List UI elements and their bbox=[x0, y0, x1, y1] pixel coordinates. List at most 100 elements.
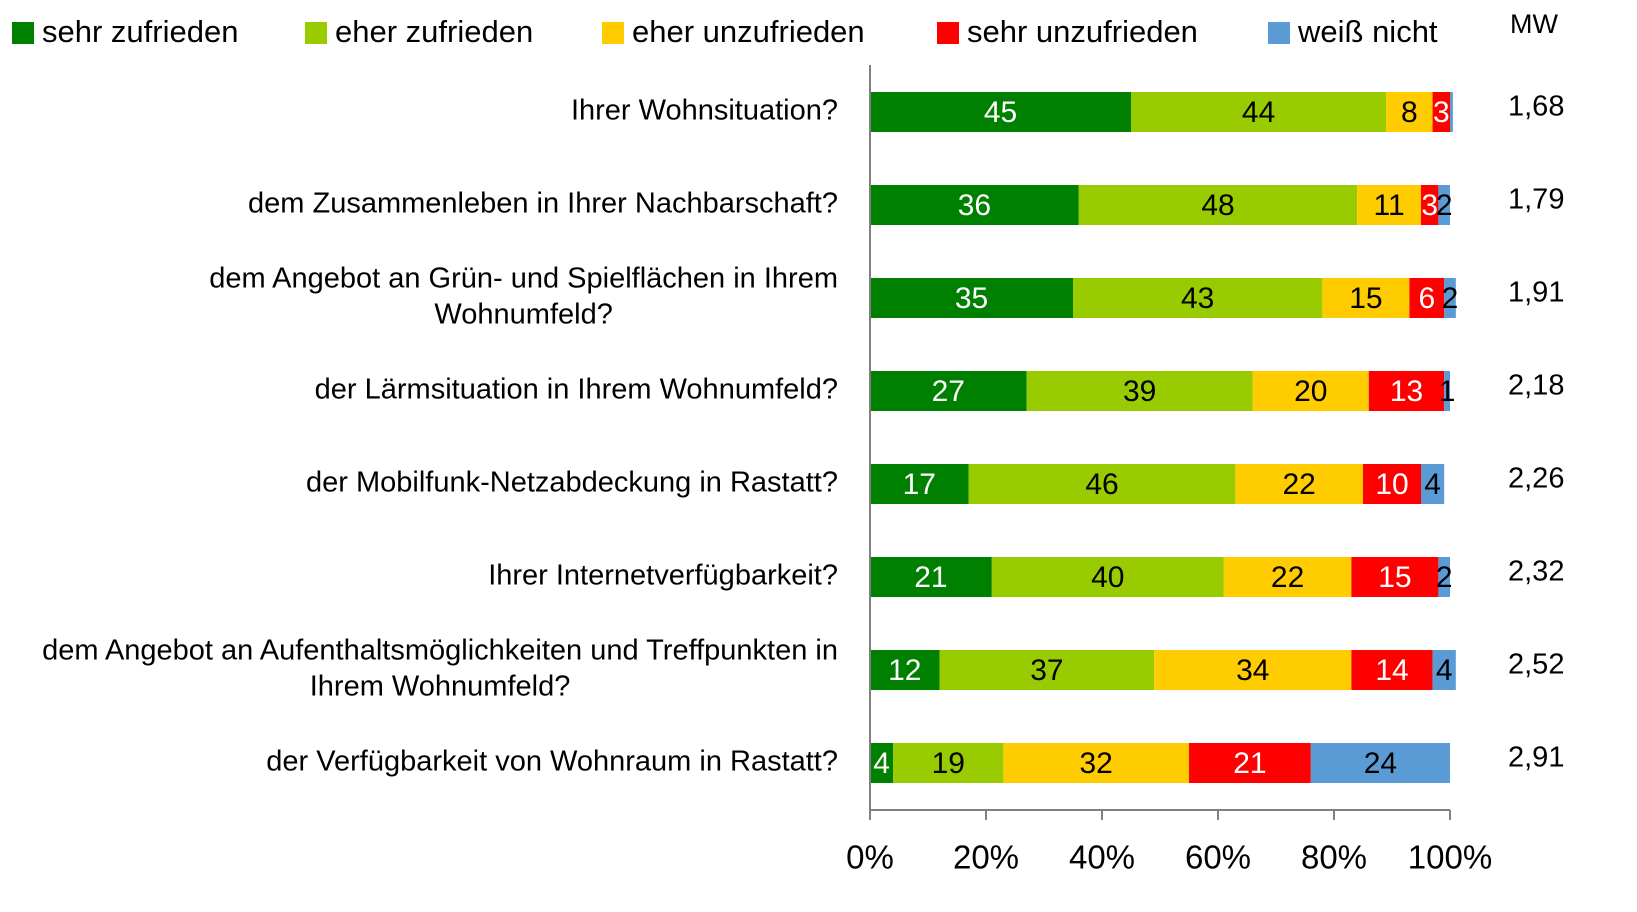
data-label: 20 bbox=[1294, 375, 1327, 408]
data-label: 1 bbox=[1439, 375, 1456, 408]
bar-segment bbox=[870, 650, 940, 690]
bar-segment bbox=[870, 371, 1027, 411]
data-label: 15 bbox=[1378, 561, 1411, 594]
bar-segment bbox=[1223, 557, 1352, 597]
category-label: dem Angebot an Grün- und Spielflächen in… bbox=[209, 263, 838, 295]
bar-segment bbox=[1386, 92, 1433, 132]
bar-segment bbox=[1310, 743, 1450, 783]
data-label: 4 bbox=[1436, 654, 1453, 687]
data-label: 32 bbox=[1080, 747, 1113, 780]
legend-swatch bbox=[1268, 22, 1290, 44]
x-tick-label: 100% bbox=[1408, 839, 1492, 876]
bar-segment bbox=[1438, 185, 1450, 225]
data-label: 6 bbox=[1418, 282, 1435, 315]
data-label: 4 bbox=[1424, 468, 1441, 501]
legend-swatch bbox=[305, 22, 327, 44]
bar-segment bbox=[870, 464, 969, 504]
category-label: Wohnumfeld? bbox=[434, 299, 612, 331]
data-label: 4 bbox=[873, 747, 890, 780]
data-label: 3 bbox=[1421, 189, 1438, 222]
bar-segment bbox=[1235, 464, 1363, 504]
data-label: 11 bbox=[1374, 189, 1405, 222]
data-label: 39 bbox=[1123, 375, 1156, 408]
bar-segment bbox=[1444, 371, 1450, 411]
data-label: 2 bbox=[1436, 561, 1453, 594]
category-label: dem Zusammenleben in Ihrer Nachbarschaft… bbox=[248, 188, 838, 220]
bar-segment bbox=[1351, 650, 1433, 690]
bar-segment bbox=[939, 650, 1155, 690]
category-label: der Verfügbarkeit von Wohnraum in Rastat… bbox=[266, 746, 838, 778]
data-label: 46 bbox=[1085, 468, 1118, 501]
data-label: 36 bbox=[958, 189, 991, 222]
bar-segment bbox=[1363, 464, 1421, 504]
bar-segment bbox=[1421, 464, 1445, 504]
legend-label: sehr unzufrieden bbox=[967, 14, 1198, 49]
data-label: 37 bbox=[1030, 654, 1063, 687]
bar-segment bbox=[968, 464, 1236, 504]
category-label: der Lärmsituation in Ihrem Wohnumfeld? bbox=[315, 374, 838, 406]
x-tick-label: 0% bbox=[846, 839, 894, 876]
mw-value: 2,52 bbox=[1508, 649, 1564, 681]
mw-value: 2,18 bbox=[1508, 370, 1564, 402]
data-label: 21 bbox=[914, 561, 947, 594]
mw-value: 1,91 bbox=[1508, 277, 1564, 309]
legend-swatch bbox=[602, 22, 624, 44]
bar-segment bbox=[1252, 371, 1369, 411]
bar-segment bbox=[1073, 278, 1323, 318]
legend-label: eher unzufrieden bbox=[632, 14, 865, 49]
legend-label: weiß nicht bbox=[1297, 14, 1438, 49]
category-label: der Mobilfunk-Netzabdeckung in Rastatt? bbox=[306, 467, 838, 499]
data-label: 40 bbox=[1091, 561, 1124, 594]
data-label: 2 bbox=[1436, 189, 1453, 222]
mw-value: 2,26 bbox=[1508, 463, 1564, 495]
data-label: 48 bbox=[1201, 189, 1234, 222]
bar-segment bbox=[1154, 650, 1352, 690]
bar-segment bbox=[1003, 743, 1189, 783]
bar-segment bbox=[1409, 278, 1445, 318]
data-label: 8 bbox=[1401, 96, 1418, 129]
data-label: 22 bbox=[1271, 561, 1304, 594]
bar-segment bbox=[1432, 92, 1450, 132]
mw-header: MW bbox=[1510, 9, 1558, 39]
data-label: 35 bbox=[955, 282, 988, 315]
data-label: 15 bbox=[1349, 282, 1382, 315]
bar-segment bbox=[1444, 278, 1456, 318]
legend-swatch bbox=[12, 22, 34, 44]
x-tick-label: 60% bbox=[1185, 839, 1251, 876]
bar-segment bbox=[893, 743, 1004, 783]
data-label: 10 bbox=[1375, 468, 1408, 501]
mw-value: 1,79 bbox=[1508, 184, 1564, 216]
data-label: 45 bbox=[984, 96, 1017, 129]
data-label: 17 bbox=[903, 468, 936, 501]
category-label: Ihrem Wohnumfeld? bbox=[310, 671, 571, 703]
data-label: 14 bbox=[1375, 654, 1408, 687]
data-label: 44 bbox=[1242, 96, 1275, 129]
bar-segment bbox=[991, 557, 1224, 597]
category-label: Ihrer Internetverfügbarkeit? bbox=[488, 560, 838, 592]
legend-label: eher zufrieden bbox=[335, 14, 533, 49]
mw-value: 2,32 bbox=[1508, 556, 1564, 588]
data-label: 2 bbox=[1442, 282, 1459, 315]
bar-segment bbox=[1026, 371, 1253, 411]
bar-segment bbox=[1131, 92, 1387, 132]
bar-segment bbox=[1078, 185, 1358, 225]
data-label: 21 bbox=[1233, 747, 1266, 780]
data-label: 3 bbox=[1433, 96, 1450, 129]
bar-segment bbox=[1450, 92, 1453, 132]
bar-segment bbox=[1189, 743, 1311, 783]
bar-segment bbox=[870, 92, 1131, 132]
bar-segment bbox=[870, 557, 992, 597]
data-label: 43 bbox=[1181, 282, 1214, 315]
bar-segment bbox=[870, 278, 1073, 318]
x-tick-label: 40% bbox=[1069, 839, 1135, 876]
bar-segment bbox=[1438, 557, 1450, 597]
data-label: 34 bbox=[1236, 654, 1269, 687]
data-label: 22 bbox=[1283, 468, 1316, 501]
bar-segment bbox=[1357, 185, 1421, 225]
bar-segment bbox=[1368, 371, 1445, 411]
bar-segment bbox=[870, 743, 894, 783]
bar-segment bbox=[1322, 278, 1410, 318]
legend-label: sehr zufrieden bbox=[42, 14, 238, 49]
data-label: 12 bbox=[888, 654, 921, 687]
bar-segment bbox=[1421, 185, 1439, 225]
